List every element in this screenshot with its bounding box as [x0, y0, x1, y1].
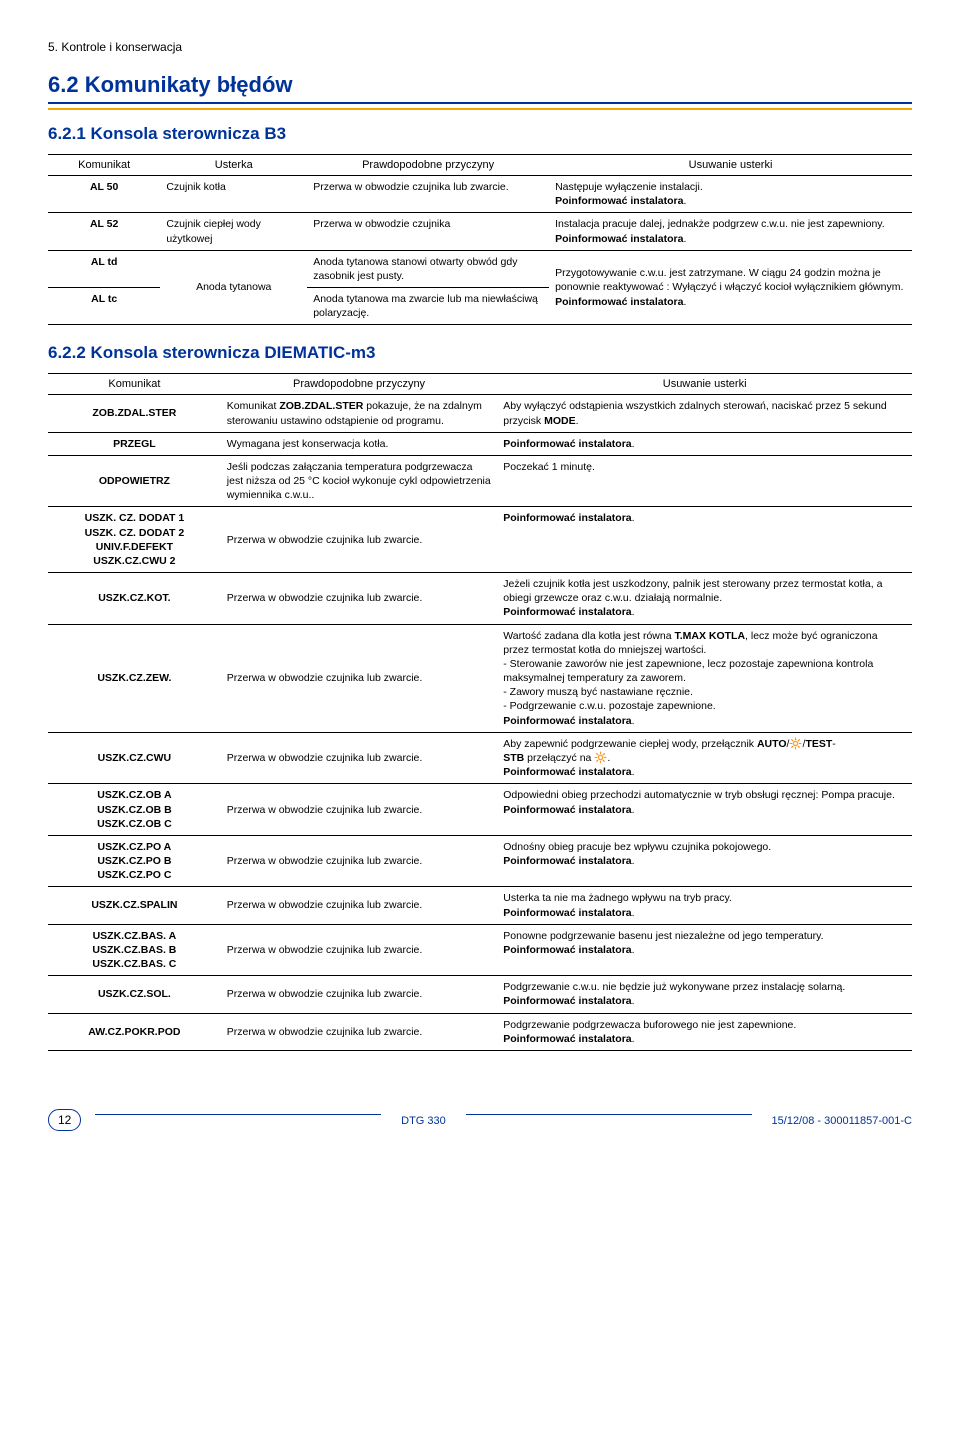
section-heading: 6.2 Komunikaty błędów	[48, 72, 912, 98]
table-row: AW.CZ.POKR.PODPrzerwa w obwodzie czujnik…	[48, 1013, 912, 1050]
table-1: Komunikat Usterka Prawdopodobne przyczyn…	[48, 154, 912, 325]
table-row: USZK.CZ.BAS. AUSZK.CZ.BAS. BUSZK.CZ.BAS.…	[48, 924, 912, 976]
rule-orange	[48, 108, 912, 110]
table-row: USZK.CZ.CWUPrzerwa w obwodzie czujnika l…	[48, 732, 912, 784]
table-row: ODPOWIETRZJeśli podczas załączania tempe…	[48, 455, 912, 507]
table-row: PRZEGLWymagana jest konserwacja kotła.Po…	[48, 432, 912, 455]
table-row: AL 52Czujnik ciepłej wody użytkowejPrzer…	[48, 213, 912, 250]
col-usuwanie: Usuwanie usterki	[549, 155, 912, 176]
table-row: USZK. CZ. DODAT 1USZK. CZ. DODAT 2UNIV.F…	[48, 507, 912, 573]
col-przyczyny: Prawdopodobne przyczyny	[221, 374, 497, 395]
table-row: ZOB.ZDAL.STERKomunikat ZOB.ZDAL.STER pok…	[48, 395, 912, 432]
table-row: USZK.CZ.OB AUSZK.CZ.OB BUSZK.CZ.OB CPrze…	[48, 784, 912, 836]
footer-mid: DTG 330	[381, 1115, 466, 1127]
table-row: USZK.CZ.KOT.Przerwa w obwodzie czujnika …	[48, 573, 912, 625]
col-przyczyny: Prawdopodobne przyczyny	[307, 155, 549, 176]
page-footer: 12 DTG 330 15/12/08 - 300011857-001-C	[0, 1109, 960, 1151]
table-row: USZK.CZ.ZEW.Przerwa w obwodzie czujnika …	[48, 624, 912, 732]
table-row: USZK.CZ.SPALINPrzerwa w obwodzie czujnik…	[48, 887, 912, 924]
rule-blue	[48, 102, 912, 104]
col-usterka: Usterka	[160, 155, 307, 176]
table-header-row: Komunikat Usterka Prawdopodobne przyczyn…	[48, 155, 912, 176]
col-komunikat: Komunikat	[48, 155, 160, 176]
table-row: USZK.CZ.SOL.Przerwa w obwodzie czujnika …	[48, 976, 912, 1013]
table-row: AL tdAnoda tytanowaAnoda tytanowa stanow…	[48, 250, 912, 287]
table-2: Komunikat Prawdopodobne przyczyny Usuwan…	[48, 373, 912, 1051]
table-row: USZK.CZ.PO AUSZK.CZ.PO BUSZK.CZ.PO CPrze…	[48, 835, 912, 887]
footer-right: 15/12/08 - 300011857-001-C	[752, 1115, 912, 1127]
page-number: 12	[48, 1109, 81, 1131]
table-header-row: Komunikat Prawdopodobne przyczyny Usuwan…	[48, 374, 912, 395]
subsection-heading-1: 6.2.1 Konsola sterownicza B3	[48, 124, 912, 144]
col-usuwanie: Usuwanie usterki	[497, 374, 912, 395]
breadcrumb: 5. Kontrole i konserwacja	[48, 40, 912, 54]
table-row: AL 50Czujnik kotłaPrzerwa w obwodzie czu…	[48, 176, 912, 213]
subsection-heading-2: 6.2.2 Konsola sterownicza DIEMATIC-m3	[48, 343, 912, 363]
col-komunikat: Komunikat	[48, 374, 221, 395]
